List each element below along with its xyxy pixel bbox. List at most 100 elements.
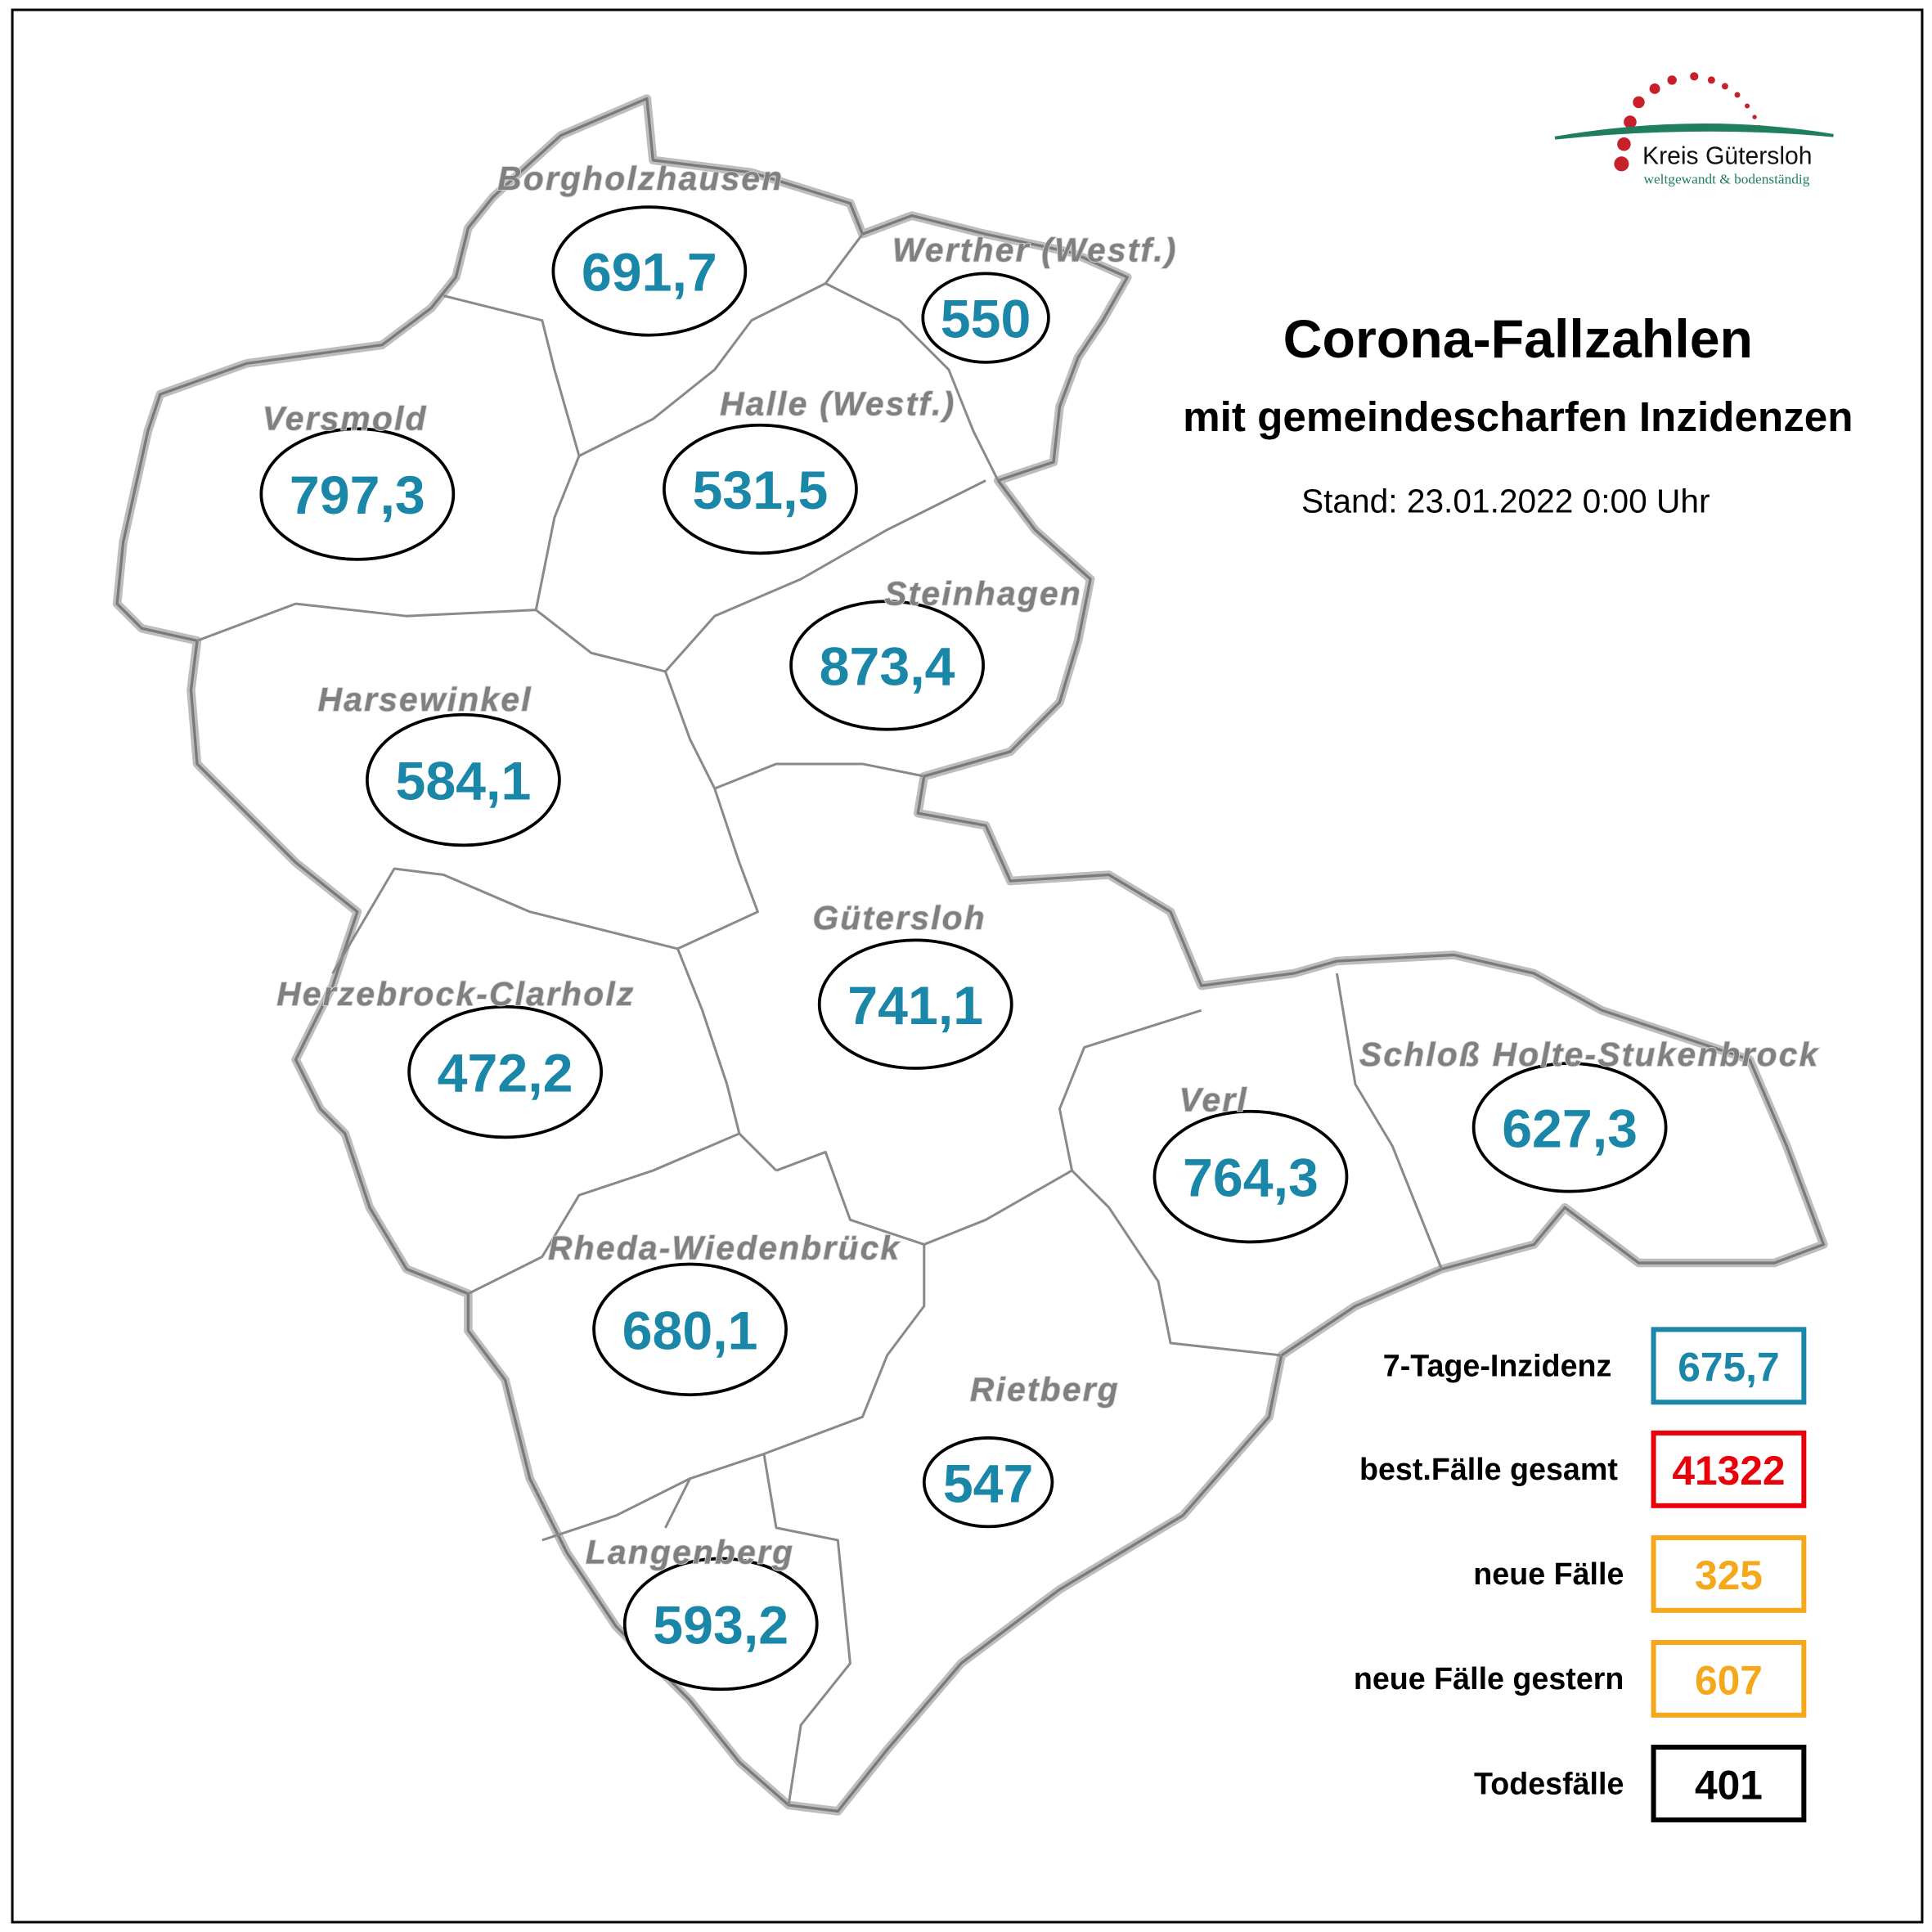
municipality: 584,1 Harsewinkel xyxy=(317,680,561,847)
incidence-ellipse xyxy=(366,712,561,847)
incidence-ellipse xyxy=(1152,1109,1349,1244)
logo-dot xyxy=(1734,92,1741,98)
municipality-border xyxy=(196,602,537,642)
municipality-name: Herzebrock-Clarholz xyxy=(276,975,635,1013)
municipality-name: Borgholzhausen xyxy=(497,160,784,197)
municipality-name: Rheda-Wiedenbrück xyxy=(548,1229,901,1267)
municipality-name: Werther (Westf.) xyxy=(892,231,1178,268)
municipality-name: Verl xyxy=(1179,1081,1248,1119)
municipality-name: Halle (Westf.) xyxy=(720,385,955,423)
legend-item: 7-Tage-Inzidenz 675,7 xyxy=(1383,1327,1807,1405)
logo-dot xyxy=(1624,115,1637,128)
municipality-border xyxy=(578,233,864,457)
legend-label: best.Fälle gesamt xyxy=(1359,1452,1618,1486)
municipality-name: Harsewinkel xyxy=(318,681,532,718)
municipality-border xyxy=(541,1477,691,1542)
municipality-name: Schloß Holte-Stukenbrock xyxy=(1359,1036,1820,1073)
municipality: 593,2 Langenberg xyxy=(585,1533,819,1692)
municipality: 691,7 Borgholzhausen xyxy=(496,159,784,337)
incidence-ellipse xyxy=(259,427,456,561)
municipality: 472,2 Herzebrock-Clarholz xyxy=(276,974,635,1139)
incidence-ellipse xyxy=(817,938,1013,1070)
legend-value-box xyxy=(1651,1534,1807,1613)
incidence-ellipse xyxy=(1471,1062,1668,1193)
incidence-value: 593,2 xyxy=(653,1596,789,1656)
logo-dot xyxy=(1707,76,1715,84)
incidence-value: 741,1 xyxy=(847,976,983,1036)
legend-label: neue Fälle xyxy=(1473,1557,1624,1591)
municipality-border xyxy=(534,455,581,610)
incidence-value: 691,7 xyxy=(582,243,717,303)
incidence-ellipse xyxy=(663,423,858,555)
municipality-border xyxy=(1058,1009,1202,1171)
incidence-value: 873,4 xyxy=(820,637,955,698)
legend-value-box xyxy=(1651,1430,1807,1508)
logo-dots-icon xyxy=(1614,72,1762,172)
municipality-border xyxy=(775,1150,1073,1246)
municipality-border xyxy=(1335,973,1443,1270)
municipality-border xyxy=(331,867,678,974)
municipality: 550 Werther (Westf.) xyxy=(892,230,1178,364)
logo-dot xyxy=(1633,96,1645,109)
incidence-value: 472,2 xyxy=(438,1044,573,1104)
page-subtitle: mit gemeindescharfen Inzidenzen xyxy=(1183,393,1853,440)
municipality-name: Langenberg xyxy=(586,1534,794,1571)
incidence-value: 584,1 xyxy=(395,752,531,812)
municipality-name: Rietberg xyxy=(970,1371,1120,1409)
incidence-ellipse xyxy=(407,1004,603,1139)
municipality: 680,1 Rheda-Wiedenbrück xyxy=(547,1229,901,1397)
municipality-border xyxy=(535,479,986,673)
municipality-name: Gütersloh xyxy=(812,899,986,937)
incidence-value: 680,1 xyxy=(622,1301,758,1361)
logo-name: Kreis Gütersloh xyxy=(1642,142,1813,169)
municipality-border xyxy=(676,948,778,1172)
municipality-labels: 691,7 Borgholzhausen 550 Werther (Westf.) 79… xyxy=(259,159,1820,1692)
municipality: 797,3 Versmold xyxy=(259,399,456,561)
logo-tagline: weltgewandt & bodenständig xyxy=(1644,171,1810,186)
municipality: 627,3 Schloß Holte-Stukenbrock xyxy=(1359,1035,1820,1193)
legend-item: neue Fälle gestern 607 xyxy=(1354,1639,1807,1718)
incidence-ellipse xyxy=(622,1557,819,1692)
district-map xyxy=(112,94,1828,1816)
logo-dot xyxy=(1667,75,1677,85)
municipality-name: Versmold xyxy=(263,400,428,438)
incidence-value: 531,5 xyxy=(693,461,829,521)
legend-label: Todesfälle xyxy=(1474,1766,1624,1800)
municipality-border xyxy=(1071,1169,1282,1357)
municipality-border xyxy=(762,1453,851,1806)
page-title: Corona-Fallzahlen xyxy=(1283,309,1753,370)
legend-value-box xyxy=(1651,1639,1807,1718)
legend-value: 675,7 xyxy=(1678,1345,1779,1391)
incidence-ellipse xyxy=(551,205,748,337)
legend-value-box xyxy=(1651,1745,1807,1822)
logo-dot xyxy=(1649,83,1660,94)
incidence-value: 547 xyxy=(943,1453,1034,1514)
incidence-value: 797,3 xyxy=(290,465,425,526)
municipality: 873,4 Steinhagen xyxy=(789,574,1082,731)
municipality: 531,5 Halle (Westf.) xyxy=(663,384,955,555)
logo-dot xyxy=(1617,137,1631,151)
stand-date: Stand: 23.01.2022 0:00 Uhr xyxy=(1301,483,1710,520)
logo-dot xyxy=(1690,72,1699,81)
legend-label: 7-Tage-Inzidenz xyxy=(1383,1349,1612,1383)
legend: 7-Tage-Inzidenz 675,7 best.Fälle gesamt 413… xyxy=(1354,1327,1807,1822)
logo-dot xyxy=(1752,115,1757,119)
incidence-ellipse xyxy=(789,600,985,731)
logo-dot xyxy=(1745,103,1750,109)
legend-item: Todesfälle 401 xyxy=(1474,1745,1807,1822)
municipality: 547 Rietberg xyxy=(922,1370,1120,1529)
incidence-ellipse xyxy=(592,1262,788,1397)
legend-label: neue Fälle gestern xyxy=(1354,1661,1624,1696)
incidence-value: 627,3 xyxy=(1502,1099,1638,1159)
legend-value: 41322 xyxy=(1672,1448,1785,1494)
logo-dot xyxy=(1614,156,1629,172)
legend-value-box xyxy=(1651,1327,1807,1405)
municipality-border xyxy=(443,294,581,456)
municipality-name: Steinhagen xyxy=(884,575,1082,613)
municipality: 764,3 Verl xyxy=(1152,1081,1349,1244)
legend-value: 325 xyxy=(1695,1552,1763,1598)
incidence-value: 550 xyxy=(941,290,1031,350)
municipality-border xyxy=(714,762,925,790)
